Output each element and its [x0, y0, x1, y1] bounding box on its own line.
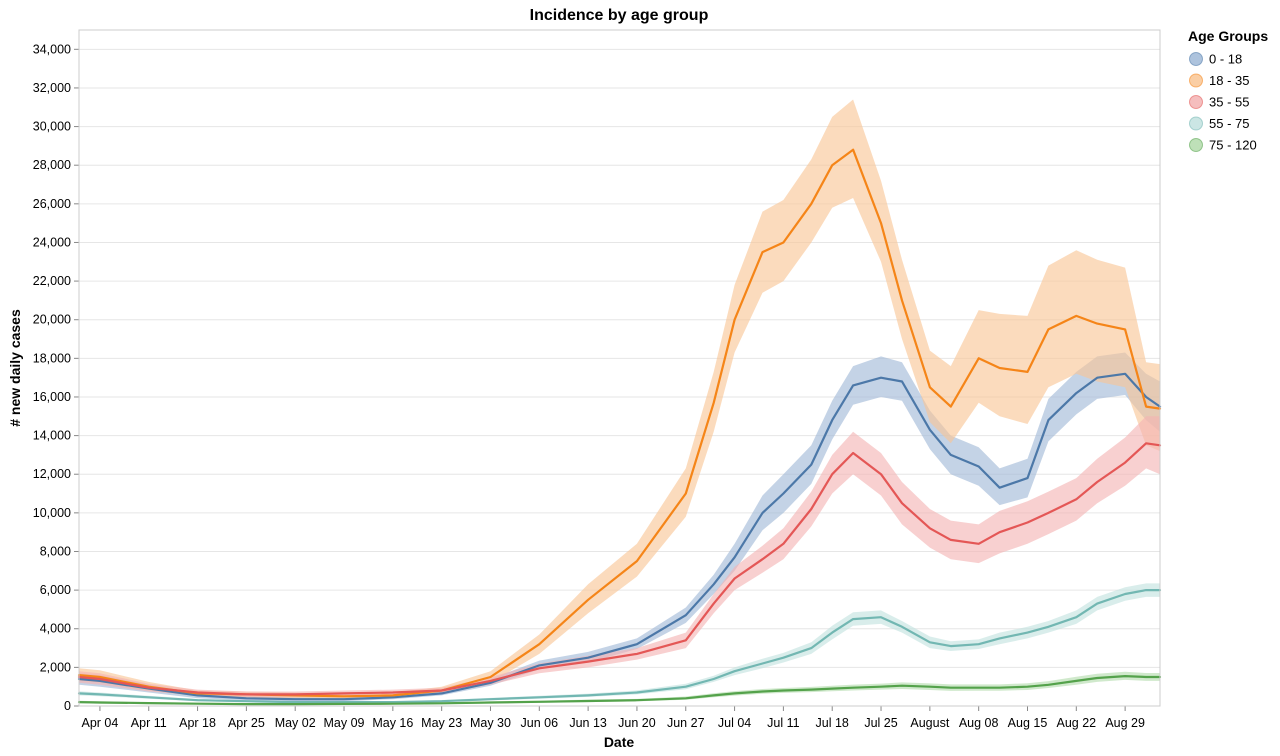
y-tick-label: 18,000: [33, 351, 71, 365]
y-tick-label: 4,000: [40, 622, 71, 636]
y-axis-title: # new daily cases: [7, 309, 23, 427]
x-tick-label: Apr 25: [228, 716, 265, 730]
x-tick-label: May 16: [372, 716, 413, 730]
legend-label-35-to-55: 35 - 55: [1209, 95, 1249, 110]
line-75-to-120: [77, 675, 1162, 706]
x-tick-label: May 30: [470, 716, 511, 730]
y-tick-label: 10,000: [33, 506, 71, 520]
legend-label-0-to-18: 0 - 18: [1209, 52, 1242, 67]
x-tick-label: Jun 06: [521, 716, 559, 730]
series-lines: [77, 148, 1162, 706]
y-tick-label: 14,000: [33, 429, 71, 443]
legend-label-55-to-75: 55 - 75: [1209, 116, 1249, 131]
legend-swatch-0-to-18: [1189, 52, 1203, 66]
band-55-to-75: [79, 583, 1160, 703]
chart-title: Incidence by age group: [530, 7, 709, 24]
x-tick-label: May 09: [324, 716, 365, 730]
band-35-to-55: [79, 416, 1160, 698]
x-tick-label: August: [910, 716, 949, 730]
confidence-bands: [79, 99, 1160, 705]
plot-frame: [78, 29, 1161, 707]
y-tick-label: 28,000: [33, 158, 71, 172]
line-55-to-75: [77, 589, 1162, 704]
x-tick-label: Apr 18: [179, 716, 216, 730]
line-18-to-35: [77, 148, 1162, 698]
x-tick-label: Aug 22: [1056, 716, 1096, 730]
y-tick-label: 24,000: [33, 235, 71, 249]
x-tick-label: Aug 29: [1105, 716, 1145, 730]
x-tick-label: Jul 11: [767, 716, 799, 730]
x-tick-label: Aug 08: [959, 716, 999, 730]
legend-label-75-to-120: 75 - 120: [1209, 138, 1257, 153]
legend-title: Age Groups: [1188, 28, 1268, 44]
x-tick-label: Apr 04: [82, 716, 119, 730]
legend-swatch-75-to-120: [1189, 138, 1203, 152]
x-tick-label: Jul 25: [864, 716, 897, 730]
y-axis: 0 2,000 4,000 6,000 8,000 10,000 12,000 14,000 1…: [33, 30, 80, 713]
line-0-to-18: [77, 372, 1162, 701]
y-tick-label: 22,000: [33, 274, 71, 288]
line-35-to-55: [77, 442, 1162, 696]
x-tick-label: May 23: [421, 716, 462, 730]
y-tick-label: 20,000: [33, 313, 71, 327]
y-tick-label: 34,000: [33, 42, 71, 56]
y-tick-label: 26,000: [33, 197, 71, 211]
x-tick-label: Jun 27: [667, 716, 705, 730]
x-tick-label: Jul 04: [718, 716, 751, 730]
y-tick-label: 6,000: [40, 583, 71, 597]
legend-swatch-18-to-35: [1189, 73, 1203, 88]
legend-swatch-55-to-75: [1189, 116, 1203, 131]
y-tick-label: 2,000: [40, 660, 71, 674]
x-tick-label: Aug 15: [1008, 716, 1048, 730]
x-axis-title: Date: [604, 734, 635, 750]
x-tick-label: Apr 11: [131, 716, 167, 730]
band-18-to-35: [79, 99, 1160, 699]
legend-label-18-to-35: 18 - 35: [1209, 73, 1249, 88]
x-axis: Apr 04 Apr 11 Apr 18 Apr 25 May 02 May 09 May …: [79, 705, 1160, 730]
y-tick-label: 30,000: [33, 120, 71, 134]
x-tick-label: Jun 13: [569, 716, 607, 730]
x-tick-label: May 02: [275, 716, 316, 730]
legend: Age Groups 0 - 18 18 - 35 35 - 55 55 - 75 75…: [1188, 28, 1268, 153]
x-tick-label: Jul 18: [816, 716, 849, 730]
y-tick-label: 0: [64, 699, 71, 713]
y-tick-label: 8,000: [40, 544, 71, 558]
x-tick-label: Jun 20: [618, 716, 656, 730]
y-tick-label: 32,000: [33, 81, 71, 95]
y-tick-label: 12,000: [33, 467, 71, 481]
legend-swatch-35-to-55: [1189, 95, 1203, 109]
grid-lines: [79, 48, 1160, 707]
y-tick-label: 16,000: [33, 390, 71, 404]
